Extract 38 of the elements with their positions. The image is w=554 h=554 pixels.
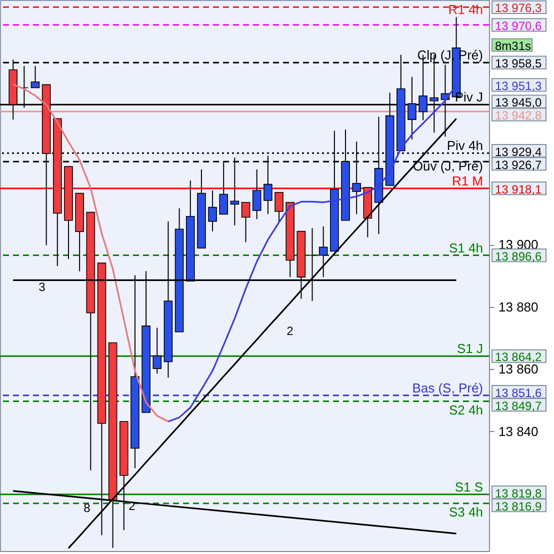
y2-tick-label: 13 945,0 (495, 96, 542, 110)
y2-tick-label: 13 958,5 (495, 56, 542, 71)
y2-tick-label: 13 918,1 (495, 182, 542, 196)
candlestick (152, 327, 162, 374)
annotation: 8 (84, 501, 91, 515)
y2-tick-label: 13 851,6 (495, 386, 542, 400)
annotation: 3 (38, 280, 46, 294)
candlestick (241, 202, 250, 243)
y2-tick-label: 13 849,7 (495, 398, 542, 413)
ref-line-label: Piv J (454, 90, 483, 105)
y-tick-label: 13 880 (498, 299, 538, 314)
y2-tick-label: 13 970,6 (495, 18, 542, 33)
candlestick (318, 226, 328, 278)
ref-line-label: R1 M (452, 173, 483, 188)
ref-line-label: S3 4h (449, 504, 483, 520)
y2-tick-label: 13 819,8 (495, 486, 542, 500)
y2-tick-label: 13 951,3 (495, 78, 542, 93)
candlestick (252, 168, 262, 220)
ref-line-label: Piv 4h (446, 138, 483, 154)
ref-line-label: Bas (S, Pré) (412, 380, 483, 396)
y2-tick-label: 13 976,3 (495, 1, 542, 16)
y2-tick-label: 13 929,4 (495, 144, 542, 159)
y2-tick-label: 13 926,7 (495, 158, 542, 172)
y2-tick-label: 13 942,8 (495, 108, 542, 123)
candlestick (208, 190, 217, 232)
candlestick (274, 192, 284, 223)
ref-line-label: S1 4h (449, 240, 483, 256)
text: 8m31s (495, 39, 532, 53)
y-tick-label: 13 860 (498, 362, 538, 377)
ref-line-label: S2 4h (449, 402, 483, 418)
y-tick-label: 13 840 (498, 424, 538, 439)
y2-tick-label: 13 864,2 (495, 350, 542, 364)
y2-tick-label: 13 896,6 (495, 249, 542, 264)
y2-tick-label: 13 816,9 (495, 499, 542, 514)
ref-line-label: S1 J (456, 341, 483, 356)
candlestick (30, 65, 40, 88)
ref-line-label: S1 S (454, 479, 484, 494)
annotation: 2 (286, 324, 294, 338)
